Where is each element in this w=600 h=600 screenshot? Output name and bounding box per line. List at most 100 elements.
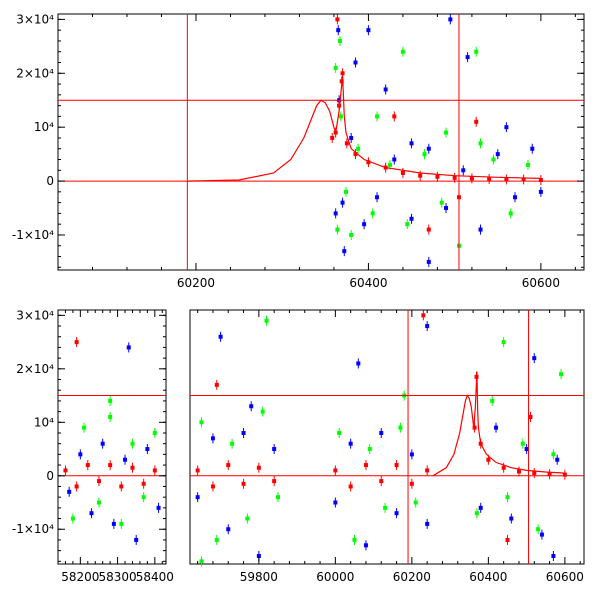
bottom-x-tick-label: 58400 xyxy=(136,570,174,584)
top-data-point xyxy=(375,195,380,200)
bottom-data-point xyxy=(210,484,215,489)
chart_data.1-y-tick-label: -1×10⁴ xyxy=(12,522,54,536)
top-data-point xyxy=(439,200,444,205)
chart_data.1-y-tick-label: 10⁴ xyxy=(34,415,54,429)
bottom-data-point xyxy=(96,479,101,484)
bottom-x-tick-label: 58300 xyxy=(98,570,136,584)
bottom-data-point xyxy=(152,430,157,435)
top-data-point xyxy=(474,119,479,124)
bottom-data-point xyxy=(520,441,525,446)
bottom-data-point xyxy=(555,457,560,462)
bottom-data-point xyxy=(551,452,556,457)
bottom-data-point xyxy=(348,441,353,446)
bottom-data-point xyxy=(245,516,250,521)
bottom-data-point xyxy=(532,356,537,361)
bottom-data-point xyxy=(108,414,113,419)
top-data-point xyxy=(340,200,345,205)
bottom-data-point xyxy=(89,511,94,516)
top-data-point xyxy=(349,232,354,237)
top-panel: -1×10⁴ 0 10⁴ 2×10⁴ 3×10⁴ 60200 60400 60600 xyxy=(12,12,585,290)
bottom-data-point xyxy=(494,425,499,430)
chart_data.1-y-tick-label: 2×10⁴ xyxy=(16,362,54,376)
top-model-curve xyxy=(187,75,541,182)
top-data-point xyxy=(344,141,349,146)
bottom-left-plot-frame xyxy=(57,309,167,565)
bottom-data-point xyxy=(67,489,72,494)
top-data-point xyxy=(353,152,358,157)
chart_data.0-y-tick-label: 10⁴ xyxy=(34,120,54,134)
bottom-data-point xyxy=(562,472,567,477)
bottom-data-point xyxy=(333,468,338,473)
bottom-data-point xyxy=(363,463,368,468)
top-data-point xyxy=(452,175,457,180)
bottom-data-point xyxy=(474,511,479,516)
top-data-point xyxy=(426,146,431,151)
bottom-data-point xyxy=(78,452,83,457)
bottom-data-point xyxy=(100,441,105,446)
top-data-point xyxy=(513,195,518,200)
top-data-point xyxy=(504,177,509,182)
top-data-point xyxy=(366,28,371,33)
top-data-point xyxy=(335,17,340,22)
chart_data.1-y-tick-label: 0 xyxy=(46,469,54,483)
bottom-data-point xyxy=(74,484,79,489)
bottom-data-point xyxy=(383,505,388,510)
bottom-data-point xyxy=(126,345,131,350)
top-data-point xyxy=(422,152,427,157)
bottom-right-plot-frame xyxy=(189,309,585,565)
bottom-data-point xyxy=(524,447,529,452)
bottom-data-point xyxy=(501,465,506,470)
bottom-data-point xyxy=(74,340,79,345)
bottom-data-point xyxy=(272,479,277,484)
top-data-point xyxy=(504,125,509,130)
bottom-x-tick-label: 58200 xyxy=(61,570,99,584)
bottom-data-point xyxy=(134,537,139,542)
bottom-data-point xyxy=(409,452,414,457)
bottom-data-point xyxy=(199,559,204,564)
bottom-data-point xyxy=(156,505,161,510)
top-data-point xyxy=(435,174,440,179)
top-data-point xyxy=(344,189,349,194)
chart_data.0-y-tick-label: 2×10⁴ xyxy=(16,66,54,80)
bottom-data-point xyxy=(226,527,231,532)
bottom-data-point xyxy=(70,516,75,521)
bottom-data-point xyxy=(108,463,113,468)
bottom-data-point xyxy=(226,463,231,468)
bottom-x-tick-label: 60200 xyxy=(393,570,431,584)
chart_data.0-y-tick-label: 0 xyxy=(46,174,54,188)
bottom-data-point xyxy=(214,537,219,542)
bottom-data-point xyxy=(85,463,90,468)
top-data-point xyxy=(342,249,347,254)
bottom-data-point xyxy=(352,537,357,542)
bottom-data-point xyxy=(394,463,399,468)
top-plot-frame xyxy=(57,13,585,271)
bottom-data-point xyxy=(509,516,514,521)
bottom-data-point xyxy=(486,457,491,462)
top-data-point xyxy=(426,227,431,232)
bottom-data-point xyxy=(119,521,124,526)
chart_data.1-y-tick-label: 3×10⁴ xyxy=(16,308,54,322)
top-data-point xyxy=(392,114,397,119)
top-data-point xyxy=(387,162,392,167)
bottom-data-point xyxy=(425,468,430,473)
top-data-point xyxy=(400,170,405,175)
top-data-point xyxy=(478,141,483,146)
top-data-point xyxy=(330,135,335,140)
bottom-data-point xyxy=(119,484,124,489)
top-data-point xyxy=(525,162,530,167)
bottom-data-point xyxy=(536,527,541,532)
bottom-data-point xyxy=(421,313,426,318)
bottom-data-point xyxy=(367,447,372,452)
top-data-point xyxy=(335,227,340,232)
bottom-data-point xyxy=(333,500,338,505)
bottom-data-point xyxy=(539,532,544,537)
bottom-data-point xyxy=(256,465,261,470)
bottom-data-point xyxy=(241,481,246,486)
bottom-data-point xyxy=(108,398,113,403)
chart_data.0-y-tick-label: 3×10⁴ xyxy=(16,12,54,26)
bottom-data-point xyxy=(96,500,101,505)
top-data-point xyxy=(336,28,341,33)
bottom-model-curve xyxy=(432,371,565,477)
bottom-data-point xyxy=(275,495,280,500)
bottom-data-point xyxy=(111,521,116,526)
